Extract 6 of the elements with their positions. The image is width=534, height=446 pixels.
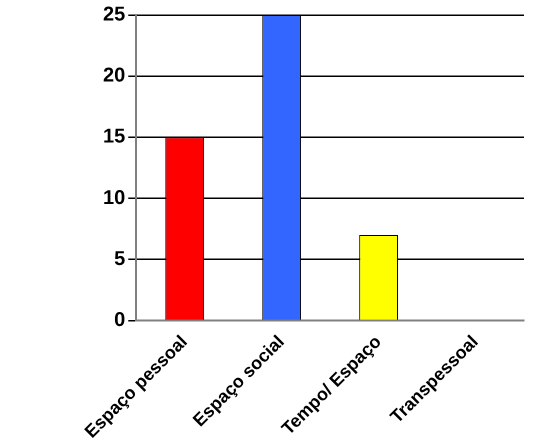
y-tick-label: 20 [102, 64, 126, 87]
y-tick-label: 10 [102, 186, 126, 209]
y-tick-label: 15 [102, 126, 126, 148]
y-tick-label: 25 [102, 4, 126, 26]
y-tick-label: 0 [114, 309, 126, 332]
y-tick-label: 5 [114, 248, 126, 270]
